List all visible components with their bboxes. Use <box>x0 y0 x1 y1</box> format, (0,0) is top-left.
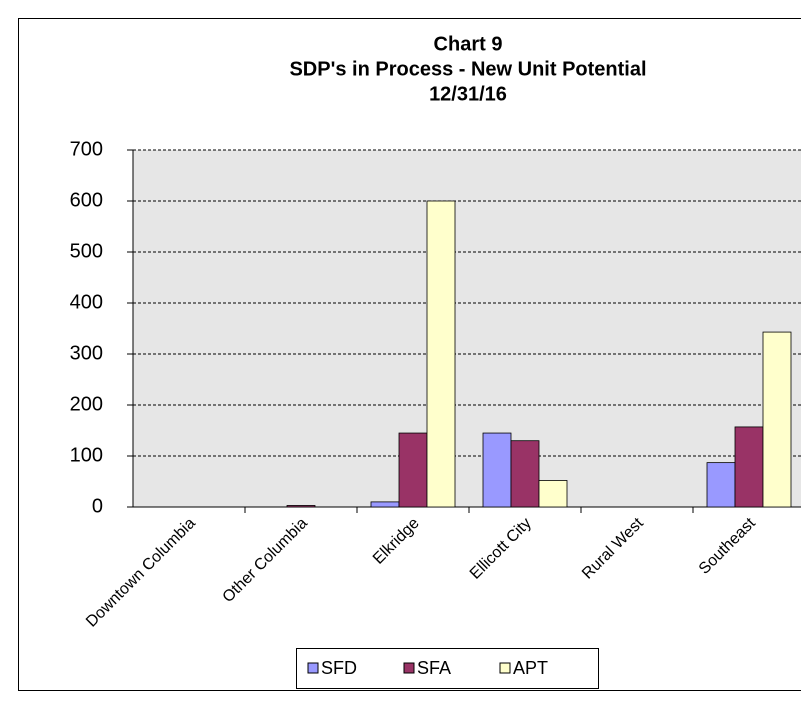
y-tick-label: 700 <box>70 138 103 160</box>
bar <box>286 505 316 508</box>
bar <box>426 200 456 508</box>
y-tick-label: 100 <box>70 444 103 466</box>
bar <box>482 432 512 508</box>
chart-title: Chart 9 <box>434 33 503 55</box>
chart-title: 12/31/16 <box>429 83 507 105</box>
bar <box>370 501 400 508</box>
y-tick-label: 600 <box>70 189 103 211</box>
bar <box>538 480 568 508</box>
legend-label: SFA <box>417 658 451 678</box>
bar <box>734 426 764 508</box>
y-tick-label: 400 <box>70 291 103 313</box>
legend-swatch <box>307 662 319 674</box>
y-tick-label: 200 <box>70 393 103 415</box>
legend-swatch <box>403 662 415 674</box>
plot-area <box>133 150 801 507</box>
legend-swatch <box>499 662 511 674</box>
bar <box>706 462 736 508</box>
bar <box>762 331 792 508</box>
legend-label: APT <box>513 658 548 678</box>
legend-box <box>296 648 599 689</box>
legend-label: SFD <box>321 658 357 678</box>
y-tick-label: 500 <box>70 240 103 262</box>
bar <box>510 440 540 508</box>
y-tick-label: 0 <box>92 495 103 517</box>
bar <box>398 432 428 508</box>
y-tick-label: 300 <box>70 342 103 364</box>
chart-title: SDP's in Process - New Unit Potential <box>289 58 646 80</box>
